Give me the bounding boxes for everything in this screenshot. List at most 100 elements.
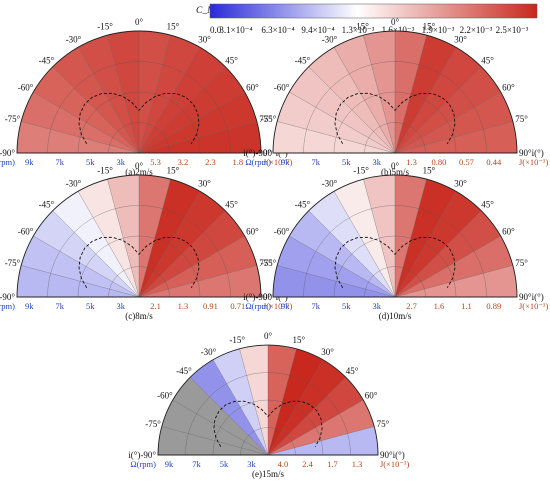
heatmap-sector — [139, 179, 200, 297]
heatmap-sector — [395, 92, 513, 153]
heatmap-sector — [395, 236, 513, 297]
rpm-tick: 7k — [311, 301, 320, 311]
heatmap-sector — [308, 191, 395, 297]
advance-ratio-tick: 5.3 — [150, 157, 161, 167]
angle-tick: -60° — [18, 227, 34, 237]
colorbar-tick: 1.6×10⁻³ — [382, 25, 415, 35]
colorbar-label: C_Mz — [196, 6, 219, 16]
heatmap-sector — [139, 121, 261, 153]
grid-spoke — [138, 191, 201, 298]
heatmap-sector — [277, 236, 395, 297]
grid-spoke — [138, 35, 171, 154]
rpm-tick: 9k — [281, 157, 290, 167]
angle-tick: 60° — [365, 391, 378, 401]
heatmap-sector — [334, 179, 395, 297]
heatmap-sector — [139, 191, 226, 297]
advance-ratio-tick: 0.71 — [230, 301, 245, 311]
grid-spoke — [190, 377, 269, 456]
angle-tick: 15° — [167, 166, 180, 176]
grid-spoke — [277, 265, 396, 298]
angle-tick: -60° — [18, 83, 34, 93]
advance-ratio-tick: 0.89 — [486, 301, 501, 311]
polar-panel: -75° -60° -45° -30° -15° 0° 15° 30° 45° 60° 75° i(°… — [0, 17, 292, 177]
heatmap-sector — [161, 400, 268, 455]
heatmap-sector — [273, 121, 395, 153]
angle-tick: 30° — [454, 179, 467, 189]
grid-spoke — [107, 179, 140, 298]
angle-tick: -45° — [295, 55, 311, 65]
rpm-tick: 3k — [247, 459, 256, 469]
grid-spoke — [138, 235, 245, 298]
angle-tick: -75° — [5, 114, 21, 124]
angle-tick: 30° — [198, 35, 211, 45]
angle-tick: 45° — [346, 366, 359, 376]
angle-tick: 45° — [481, 199, 494, 209]
angle-tick: -60° — [274, 83, 290, 93]
heatmap-sector — [52, 191, 140, 297]
advance-ratio-tick: 1.6 — [434, 301, 445, 311]
grid-spoke — [394, 121, 513, 154]
heatmap-sector — [139, 236, 257, 297]
heatmap-sector — [78, 179, 139, 297]
rpm-tick: 5k — [86, 301, 95, 311]
advance-ratio-tick: 1.7 — [327, 459, 338, 469]
angle-tick: 60° — [246, 83, 259, 93]
angle-tick: -45° — [39, 55, 55, 65]
heatmap-sector — [17, 265, 139, 297]
angle-tick: 15° — [167, 22, 180, 32]
panel-caption: (e)15m/s — [252, 469, 284, 479]
heatmap-sector — [139, 175, 171, 297]
grid-spoke — [138, 179, 171, 298]
colorbar-tick: 1.9×10⁻³ — [422, 25, 455, 35]
grid-spoke — [394, 35, 427, 154]
rpm-tick: 3k — [116, 157, 125, 167]
advance-ratio-unit: J(×10⁻²) — [263, 157, 292, 167]
heatmap-sector — [363, 175, 395, 297]
grid-spoke — [267, 359, 324, 456]
colorbar-ticks: 0.03.1×10⁻⁴ 6.3×10⁻⁴ 9.4×10⁻⁴ 1.3×10⁻³ 1.6×1… — [210, 25, 529, 35]
advance-ratio-tick: 1.1 — [461, 301, 472, 311]
rpm-tick: 9k — [281, 301, 290, 311]
grid-spoke — [289, 91, 396, 154]
grid-spoke — [21, 121, 140, 154]
rpm-tick: 3k — [372, 157, 381, 167]
grid-spoke — [363, 179, 396, 298]
grid-spoke — [394, 210, 482, 298]
panels: -75° -60° -45° -30° -15° 0° 15° 30° 45° 60° 75° i(°… — [0, 17, 548, 479]
advance-ratio-unit: J(×10⁻¹) — [519, 157, 548, 167]
angle-tick: -30° — [66, 179, 82, 189]
advance-ratio-unit: J(×10⁻¹) — [263, 301, 292, 311]
heatmap-sector — [139, 265, 261, 297]
contour-line — [213, 400, 323, 447]
advance-ratio-tick: 0.80 — [431, 157, 446, 167]
heatmap-sector — [21, 236, 140, 297]
panel-caption: (d)10m/s — [379, 311, 412, 321]
advance-ratio-tick: 0.44 — [486, 157, 502, 167]
rpm-tick: 9k — [25, 157, 34, 167]
angle-tick: -60° — [157, 391, 173, 401]
heatmap-sector — [334, 35, 395, 154]
panel-caption: (c)8m/s — [125, 311, 153, 321]
outer-boundary — [16, 30, 262, 154]
grid-spoke — [394, 91, 501, 154]
grid-spoke — [239, 348, 269, 456]
heatmap-sector — [395, 210, 501, 297]
grid-spoke — [394, 179, 427, 298]
grid-spoke — [394, 235, 501, 298]
angle-tick: 0° — [135, 161, 144, 171]
angle-tick: 30° — [454, 35, 467, 45]
rpm-tick: 5k — [342, 301, 351, 311]
colorbar-tick: 6.3×10⁻⁴ — [261, 25, 294, 35]
grid-spoke — [394, 47, 457, 154]
angle-tick: -30° — [201, 347, 217, 357]
angle-tick: -45° — [39, 199, 55, 209]
colorbar-tick: 0.0 — [210, 25, 222, 35]
angle-tick: -15° — [97, 166, 113, 176]
angle-tick-left: i(°)-90° — [0, 292, 15, 302]
heatmap-sector — [139, 92, 257, 153]
grid-spoke — [277, 121, 396, 154]
rpm-tick: 5k — [342, 157, 351, 167]
colorbar-tick: 9.4×10⁻⁴ — [301, 25, 334, 35]
rpm-tick: 7k — [311, 157, 320, 167]
rpm-axis-label: Ω(rpm) — [0, 301, 15, 311]
